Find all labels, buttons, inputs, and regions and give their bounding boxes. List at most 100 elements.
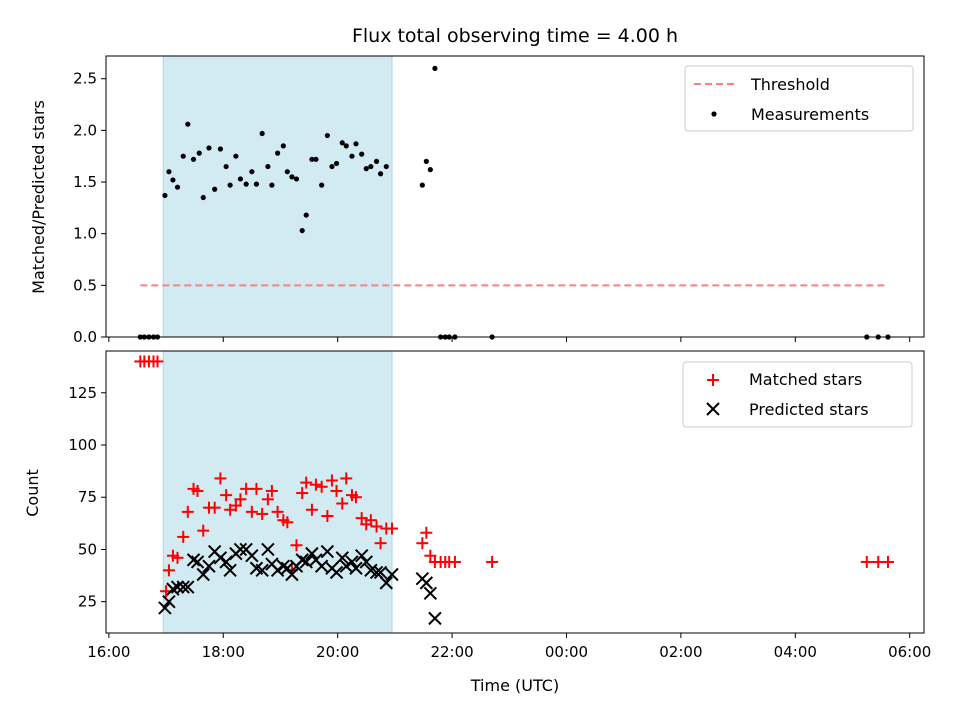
top-y-tick-label: 1.0 (73, 225, 97, 243)
measurement-point (237, 176, 244, 182)
predicted-star-point-b (285, 567, 299, 582)
predicted-star-point-b (202, 559, 216, 573)
measurement-point (329, 163, 335, 170)
legend-predicted-swatch (706, 402, 720, 416)
measurement-point (303, 212, 309, 218)
matched-star-point (881, 555, 894, 568)
measurement-point (339, 140, 345, 146)
measurement-point (217, 146, 224, 152)
matched-star-point (321, 510, 334, 523)
legend-matched-swatch (707, 374, 719, 386)
predicted-star-point (329, 565, 344, 580)
bottom-y-axis: 25 50 75 100 125 (68, 384, 106, 611)
bottom-y-tick-label: 100 (68, 436, 97, 454)
predicted-star-point (314, 559, 329, 573)
predicted-star-point (369, 565, 384, 580)
matched-star-point (305, 503, 318, 516)
matched-star-point (151, 355, 164, 368)
predicted-star-point-b (373, 565, 388, 580)
top-y-label: Matched/Predicted stars (29, 100, 48, 294)
matched-star-point (325, 474, 338, 487)
matched-star-point (296, 487, 309, 500)
predicted-star-point-b (354, 549, 369, 563)
matched-star-points (134, 355, 894, 598)
measurement-point (174, 184, 181, 190)
matched-star-point (386, 522, 399, 535)
predicted-star-point-b (379, 576, 394, 590)
predicted-star-point (162, 594, 176, 609)
measurement-point (309, 156, 315, 162)
top-legend-box (684, 65, 914, 132)
predicted-star-point (233, 542, 248, 557)
measurement-point (196, 150, 202, 156)
measurement-point (185, 121, 191, 127)
predicted-star-point (423, 586, 438, 601)
matched-star-point (177, 530, 190, 543)
top-panel: 0.0 0.5 1.0 1.5 2.0 2.5 Matched/Predicted sta… (29, 55, 925, 346)
predicted-star-point-b (276, 559, 291, 573)
measurement-point (353, 141, 359, 147)
matched-star-point (240, 482, 253, 495)
top-plot-frame (105, 55, 925, 338)
matched-star-point (234, 493, 247, 506)
measurement-point (319, 182, 325, 188)
matched-star-point (364, 514, 377, 527)
measurement-point (333, 160, 340, 167)
predicted-star-point (223, 563, 237, 578)
predicted-star-points (158, 542, 442, 626)
predicted-star-point (196, 567, 210, 582)
legend-predicted-label: Predicted stars (749, 400, 869, 419)
predicted-star-point (428, 611, 442, 626)
matched-star-point (214, 472, 227, 485)
matched-star-point (250, 482, 263, 495)
measurement-point (383, 163, 389, 170)
matched-star-point (420, 526, 433, 539)
predicted-star-point-b (213, 551, 228, 565)
measurement-point (223, 163, 229, 170)
measurement-point (212, 186, 218, 192)
bottom-legend: Matched stars Predicted stars (682, 361, 913, 428)
measurement-point (293, 176, 300, 182)
predicted-star-point-b (249, 561, 264, 575)
x-tick-label: 02:00 (659, 643, 702, 661)
predicted-star-point-b (345, 555, 359, 569)
x-tick-label: 00:00 (545, 643, 588, 661)
predicted-star-point-b (181, 580, 195, 594)
predicted-star-point-b (329, 565, 344, 580)
predicted-star-point-b (419, 576, 434, 590)
x-tick-label: 16:00 (87, 643, 130, 661)
measurement-point (427, 167, 433, 173)
predicted-star-point-b (299, 555, 313, 569)
matched-star-point (370, 520, 383, 533)
predicted-star-point (320, 544, 335, 559)
top-y-tick-label: 2.0 (73, 121, 97, 139)
predicted-star-point (190, 555, 205, 569)
predicted-star-point-b (170, 580, 185, 594)
legend-matched-label: Matched stars (749, 370, 862, 389)
measurement-point (180, 153, 186, 159)
measurement-point (259, 130, 265, 137)
predicted-star-point (354, 549, 369, 563)
measurement-point (289, 174, 295, 180)
bottom-y-label: Count (23, 469, 42, 517)
chart-title: Flux total observing time = 4.00 h (352, 25, 678, 47)
measurement-point (206, 145, 212, 151)
top-x-tick-marks (108, 337, 911, 342)
measurement-point (280, 143, 286, 149)
matched-star-point (265, 484, 278, 497)
matched-star-point (171, 551, 184, 564)
measurement-point (253, 181, 260, 187)
measurement-point (227, 182, 233, 188)
predicted-star-point (379, 576, 394, 590)
top-y-tick-label: 0.5 (73, 276, 97, 294)
measurement-point (299, 227, 305, 234)
matched-star-point (340, 472, 353, 485)
matched-star-point (315, 480, 328, 493)
predicted-star-point-b (196, 567, 210, 582)
predicted-star-point (176, 580, 190, 594)
matched-star-point (374, 537, 387, 550)
predicted-star-point (213, 551, 228, 565)
matched-star-point (336, 497, 349, 510)
predicted-star-point-b (385, 567, 399, 582)
